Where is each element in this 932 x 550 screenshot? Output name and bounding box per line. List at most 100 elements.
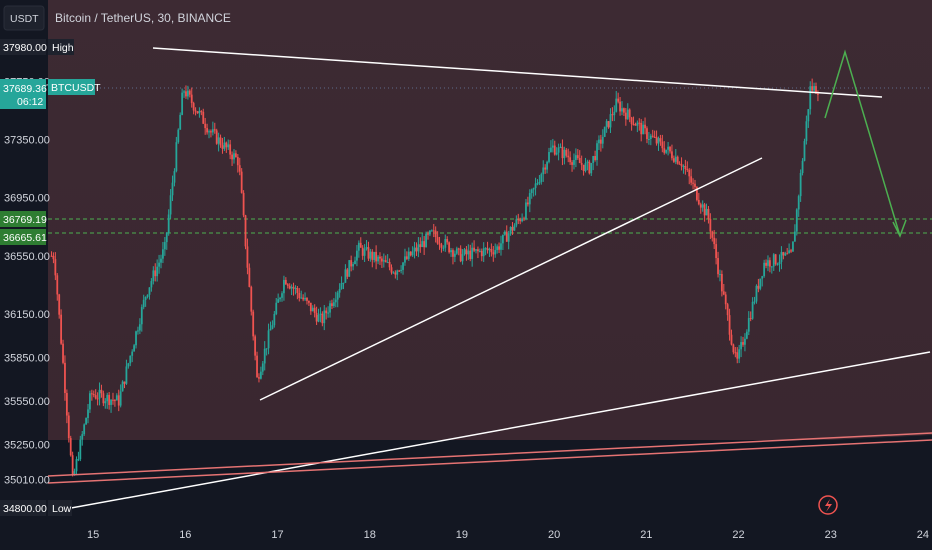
candle-body (613, 111, 616, 116)
time-tick-label: 18 (364, 529, 376, 541)
candle-body (361, 247, 364, 256)
candle-body (672, 158, 675, 162)
candle-body (423, 241, 426, 248)
candle-body (329, 303, 331, 313)
candle-body (77, 459, 80, 461)
candle-body (655, 136, 658, 144)
candle-body (223, 142, 226, 149)
candle-body (623, 108, 625, 113)
candle-body (379, 256, 381, 259)
candle-body (690, 176, 693, 183)
lower-dark-zone (48, 435, 932, 520)
candle-body (740, 342, 742, 350)
ascending-trendline[interactable] (259, 157, 763, 401)
time-tick-label: 16 (179, 529, 191, 541)
currency-badge-box[interactable] (3, 5, 45, 31)
candle-body (432, 230, 435, 232)
candle-body (707, 208, 710, 219)
candle-body (396, 270, 399, 275)
current-price-badge: 37689.36 06:12 BTCUSDT (0, 79, 101, 109)
long-support-trendline[interactable] (59, 351, 931, 511)
candle-body (770, 266, 773, 268)
candle-body (356, 250, 358, 261)
candle-body (367, 247, 370, 259)
candle-body (563, 149, 566, 159)
high-tag-box (48, 39, 74, 55)
candle-body (62, 343, 64, 363)
candle-body (661, 141, 664, 149)
candle-body (311, 307, 314, 312)
time-tick-label: 24 (917, 529, 929, 541)
projection-path[interactable] (824, 49, 901, 237)
time-axis[interactable] (48, 520, 932, 550)
candle-body (284, 279, 287, 285)
candle-body (350, 260, 353, 267)
candle-body (538, 181, 541, 184)
candle-body (594, 156, 597, 160)
candle-body (730, 334, 733, 345)
candle-body (290, 286, 293, 289)
candle-body (60, 314, 63, 344)
candle-body (171, 182, 174, 196)
candle-body (192, 103, 195, 111)
candle-body (649, 135, 652, 140)
candle-body (753, 301, 756, 303)
candle-countdown: 06:12 (17, 96, 43, 108)
candle-body (546, 161, 548, 170)
candle-body (475, 249, 477, 251)
candle-body (238, 165, 241, 172)
descending-trendline[interactable] (152, 47, 883, 98)
candle-body (325, 310, 328, 314)
candle-body (492, 252, 495, 255)
band-line-lower[interactable] (47, 439, 932, 484)
candle-body (636, 122, 639, 126)
candle-body (588, 161, 591, 174)
candle-body (85, 418, 87, 425)
candle-body (517, 219, 520, 221)
candle-body (511, 226, 514, 231)
candle-body (338, 288, 341, 293)
candle-body (279, 297, 281, 300)
low-price-value: 34800.00 (3, 503, 47, 515)
candle-body (795, 209, 798, 232)
candle-body (793, 231, 796, 242)
candle-body (767, 260, 769, 266)
candle-body (455, 248, 458, 254)
currency-badge-button[interactable]: USDT (3, 5, 45, 31)
candle-body (799, 173, 802, 197)
band-line-upper[interactable] (47, 432, 932, 477)
candle-body (442, 247, 445, 249)
candle-body (584, 163, 587, 171)
candle-body (699, 204, 702, 208)
candle-body (521, 218, 524, 222)
candle-body (805, 121, 808, 142)
candle-body (580, 163, 583, 165)
lightning-icon-bolt (825, 499, 832, 512)
candle-body (125, 366, 128, 384)
price-tick-label: 36950.00 (4, 193, 50, 205)
candle-body (198, 110, 201, 114)
candle-body (390, 267, 393, 273)
candle-body (615, 98, 618, 112)
candle-body (567, 155, 570, 158)
candle-body (628, 109, 631, 118)
candle-body (175, 142, 178, 172)
candle-body (306, 297, 308, 301)
candle-body (336, 292, 339, 300)
candle-body (507, 233, 510, 242)
candle-body (774, 254, 777, 265)
candle-body (235, 153, 237, 158)
lightning-icon[interactable] (818, 495, 838, 515)
candle-body (686, 169, 689, 171)
candle-body (298, 292, 301, 298)
candle-body (100, 389, 103, 394)
candle-body (653, 136, 656, 138)
candle-body (119, 391, 122, 406)
candle-body (371, 251, 374, 260)
candle-body (776, 264, 779, 266)
candle-body (452, 250, 454, 257)
candle-body (327, 312, 330, 314)
candle-body (678, 163, 681, 165)
candle-body (202, 111, 205, 124)
